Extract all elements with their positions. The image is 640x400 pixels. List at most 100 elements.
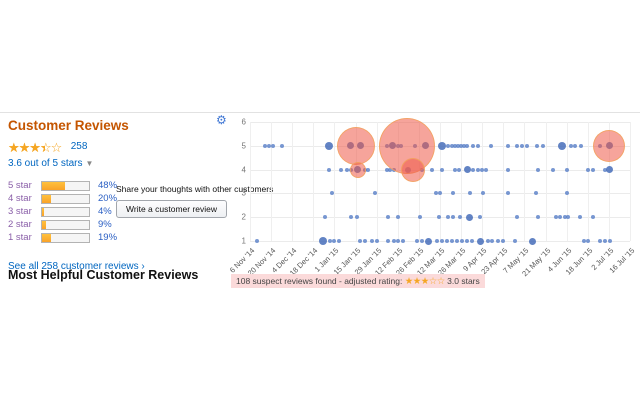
histogram-bar (41, 232, 90, 243)
histogram-bar-fill (42, 220, 47, 229)
review-dot (395, 239, 400, 243)
histogram-percent[interactable]: 20% (98, 193, 118, 204)
adjusted-rating-stars-empty: ☆☆ (428, 276, 446, 287)
review-dot (417, 215, 422, 220)
v-gridline (587, 122, 589, 241)
histogram-bar-fill (42, 233, 51, 242)
review-dot (501, 239, 506, 243)
review-dot (564, 167, 569, 172)
customer-reviews-panel: Customer Reviews ☆☆☆☆☆ ★★★★★ 258 3.6 out… (8, 118, 240, 274)
review-dot (470, 143, 475, 148)
review-dot (330, 191, 335, 196)
review-dot (602, 239, 607, 243)
y-tick-label: 5 (241, 141, 246, 151)
v-gridline (250, 122, 251, 241)
v-gridline (376, 122, 378, 241)
review-dot (562, 215, 567, 220)
review-dot (591, 215, 596, 220)
review-dot (385, 167, 390, 172)
histogram-percent[interactable]: 4% (98, 206, 112, 217)
histogram-row-2-star[interactable]: 2 star 9% (8, 218, 240, 231)
histogram-bar (41, 180, 90, 191)
section-divider (0, 112, 640, 113)
review-dot (386, 239, 391, 243)
histogram-percent[interactable]: 48% (98, 180, 118, 191)
review-dot (606, 166, 614, 174)
histogram-label[interactable]: 2 star (8, 219, 32, 230)
review-dot (462, 143, 467, 148)
star-filled-icons: ★★★★★ (8, 140, 45, 154)
settings-gear-icon[interactable]: ⚙ (216, 113, 227, 127)
histogram-label[interactable]: 5 star (8, 180, 32, 191)
review-dot (550, 167, 555, 172)
histogram-bar (41, 219, 90, 230)
review-dot (558, 141, 567, 150)
chevron-down-icon: ▼ (85, 159, 94, 168)
histogram-bar (41, 193, 90, 204)
v-gridline (608, 122, 610, 241)
see-all-reviews-link[interactable]: See all 258 customer reviews › (8, 261, 145, 272)
review-dot (328, 239, 333, 243)
review-dot (455, 143, 460, 148)
histogram-bar-fill (42, 194, 52, 203)
average-rating-label: 3.6 out of 5 stars (8, 158, 83, 169)
review-dot (465, 143, 470, 148)
share-prompt-text: Share your thoughts with other customers (116, 184, 274, 194)
review-dot (470, 167, 475, 172)
y-tick-label: 4 (241, 165, 246, 175)
review-dot (363, 239, 368, 243)
review-dot (579, 143, 584, 148)
histogram-row-1-star[interactable]: 1 star 19% (8, 231, 240, 244)
review-dot (414, 239, 419, 243)
suspect-reviews-banner: 108 suspect reviews found - adjusted rat… (231, 274, 485, 288)
review-dot (374, 239, 379, 243)
star-outline-icons: ☆☆☆☆☆ (8, 139, 62, 155)
suspect-review-bubble (349, 161, 366, 178)
review-dot (476, 237, 484, 245)
histogram-row-3-star[interactable]: 3 star 4% (8, 205, 240, 218)
histogram-label[interactable]: 4 star (8, 193, 32, 204)
review-dot (478, 215, 483, 220)
review-dot (515, 143, 520, 148)
histogram-percent[interactable]: 9% (98, 219, 112, 230)
review-dot (429, 167, 434, 172)
review-dot (568, 143, 573, 148)
review-dot (391, 239, 396, 243)
histogram-row-5-star[interactable]: 5 star 48% (8, 179, 240, 192)
histogram-label[interactable]: 3 star (8, 206, 32, 217)
suspect-review-bubble (592, 129, 625, 162)
chart-y-axis: 6 5 4 3 2 1 (228, 118, 246, 246)
review-count-link[interactable]: 258 (70, 141, 88, 152)
histogram-label[interactable]: 1 star (8, 232, 32, 243)
review-dot (395, 215, 400, 220)
v-gridline (524, 122, 526, 241)
review-dot (535, 143, 540, 148)
adjusted-rating-stars-filled: ★★★ (404, 276, 430, 287)
review-dot (322, 215, 327, 220)
review-dot (454, 239, 459, 243)
review-dot (585, 167, 590, 172)
histogram-bar (41, 206, 90, 217)
review-dot (434, 239, 439, 243)
v-gridline (545, 122, 547, 241)
review-dot (463, 166, 471, 174)
y-tick-label: 2 (241, 212, 246, 222)
y-tick-label: 3 (241, 188, 246, 198)
write-review-button[interactable]: Write a customer review (116, 200, 228, 218)
review-dot (529, 237, 537, 245)
v-gridline (503, 122, 505, 241)
v-gridline (271, 122, 273, 241)
review-dot (357, 239, 362, 243)
review-dot (602, 167, 607, 172)
review-dot (255, 239, 260, 243)
review-dot (585, 239, 590, 243)
review-dot (445, 239, 450, 243)
review-dot (459, 143, 464, 148)
histogram-percent[interactable]: 19% (98, 232, 118, 243)
adjusted-rating-label: 3.0 stars (444, 276, 480, 286)
suspect-banner-text: 108 suspect reviews found - adjusted rat… (236, 276, 405, 286)
review-dot (607, 239, 612, 243)
review-dot (440, 167, 445, 172)
histogram-row-4-star[interactable]: 4 star 20% (8, 192, 240, 205)
average-rating-dropdown[interactable]: 3.6 out of 5 stars ▼ (8, 158, 240, 169)
